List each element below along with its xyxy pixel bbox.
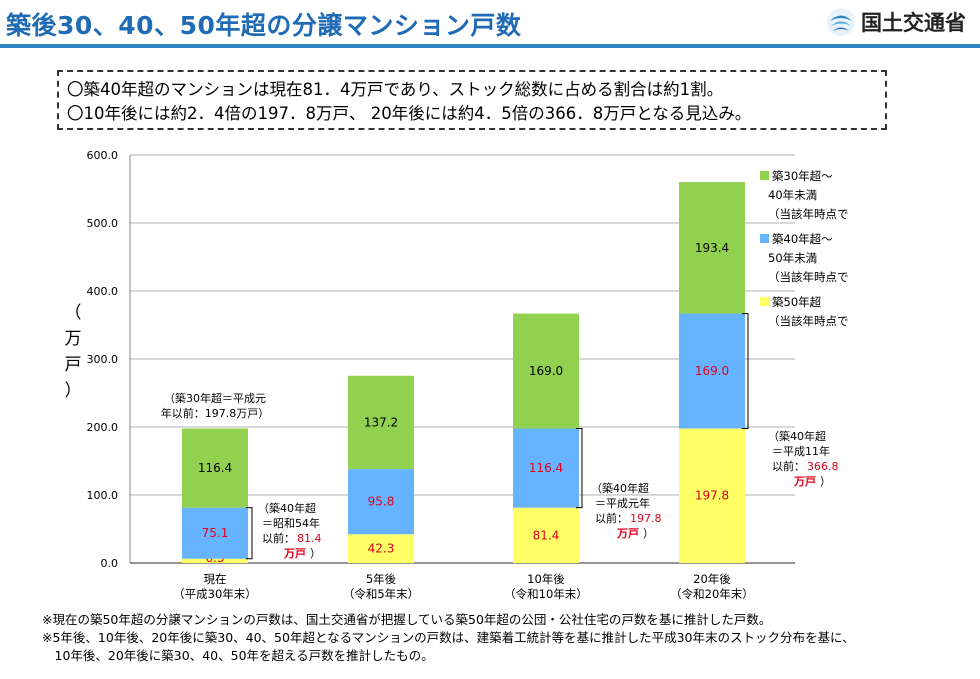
annotation-text: ） xyxy=(310,547,321,560)
bar-segment xyxy=(348,469,414,535)
annotation-text: ＝平成11年 xyxy=(772,444,830,458)
bar-segment xyxy=(513,313,579,429)
x-tick-label: 5年後 xyxy=(366,572,397,586)
y-tick-label: 200.0 xyxy=(87,421,119,434)
x-tick-label: （令和20年末） xyxy=(670,587,754,601)
data-label: 116.4 xyxy=(198,461,232,475)
legend-label: 築30年超～ xyxy=(772,169,833,183)
bar-segment xyxy=(348,534,414,563)
annotation-unit: 万戸 xyxy=(283,547,306,560)
data-label: 193.4 xyxy=(695,241,729,255)
data-label: 169.0 xyxy=(529,364,563,378)
legend-label: （当該年時点で xyxy=(768,270,849,284)
logo: 国土交通省 xyxy=(825,6,966,38)
data-label: 137.2 xyxy=(364,415,398,429)
footnote: ※現在の築50年超の分譲マンションの戸数は、国土交通省が把握している築50年超の… xyxy=(42,612,772,627)
bar-segment xyxy=(513,428,579,508)
x-tick-label: 現在 xyxy=(204,572,227,586)
bar-segment xyxy=(679,313,745,429)
y-axis-label: 万 xyxy=(65,329,82,349)
bar-segment xyxy=(182,558,248,563)
annotation-text: 以前： xyxy=(262,531,295,545)
y-tick-label: 0.0 xyxy=(101,557,119,570)
legend-label: （当該年時点で xyxy=(768,207,849,221)
data-label: 169.0 xyxy=(695,364,729,378)
legend-swatch xyxy=(760,171,769,180)
legend-label: 築50年超 xyxy=(772,295,822,309)
data-label: 42.3 xyxy=(368,542,395,556)
bar-segment xyxy=(348,375,414,470)
data-label: 116.4 xyxy=(529,461,563,475)
y-axis-label: （ xyxy=(65,303,82,323)
y-tick-label: 400.0 xyxy=(87,285,119,298)
annotation-text: ） xyxy=(643,527,654,540)
bar-segment xyxy=(182,507,248,559)
footnote: ※5年後、10年後、20年後に築30、40、50年超となるマンションの戸数は、建… xyxy=(42,630,855,645)
data-label: 95.8 xyxy=(368,495,395,509)
bar-segment xyxy=(513,507,579,563)
annotation-unit: 万戸 xyxy=(793,475,816,488)
annotation-text: 以前： xyxy=(595,511,628,525)
mlit-logo-icon xyxy=(827,8,855,36)
annotation-unit: 万戸 xyxy=(616,527,639,540)
annotation-text: ） xyxy=(820,475,831,488)
footnote: 10年後、20年後に築30、40、50年を超える戸数を推計したもの。 xyxy=(42,648,434,663)
annotation-text: （築40年超 xyxy=(591,481,649,495)
legend-label: （当該年時点で xyxy=(768,314,849,328)
bar-segment xyxy=(182,428,248,508)
x-tick-label: （令和5年末） xyxy=(343,587,419,601)
bar-segment xyxy=(679,428,745,563)
page-title: 築後30、40、50年超の分譲マンション戸数 xyxy=(6,11,522,40)
legend-swatch xyxy=(760,297,769,306)
y-tick-label: 600.0 xyxy=(87,149,119,162)
annotation-text: 年以前：197.8万戸） xyxy=(161,406,270,420)
summary-line: 〇10年後には約2．4倍の197．8万戸、 20年後には約4．5倍の366．8万… xyxy=(67,104,752,123)
legend-label: 50年未満 xyxy=(768,251,817,265)
stacked-bar-chart: 0.0100.0200.0300.0400.0500.0600.0（万戸）6.3… xyxy=(65,149,849,601)
annotation-text: ＝昭和54年 xyxy=(262,516,320,530)
annotation-text: ＝平成元年 xyxy=(595,496,650,510)
summary-box: 〇築40年超のマンションは現在81．4万戸であり、ストック総数に占める割合は約1… xyxy=(57,70,887,130)
data-label: 197.8 xyxy=(695,489,729,503)
summary-line: 〇築40年超のマンションは現在81．4万戸であり、ストック総数に占める割合は約1… xyxy=(67,80,724,99)
annotation-value: 197.8 xyxy=(630,512,662,525)
bar-segment xyxy=(679,182,745,314)
data-label: 75.1 xyxy=(202,526,229,540)
y-tick-label: 500.0 xyxy=(87,217,119,230)
footnotes: ※現在の築50年超の分譲マンションの戸数は、国土交通省が把握している築50年超の… xyxy=(42,611,855,665)
x-tick-label: （平成30年末） xyxy=(173,587,257,601)
annotation-text: （築30年超＝平成元 xyxy=(164,391,266,405)
bracket xyxy=(246,507,253,560)
y-tick-label: 100.0 xyxy=(87,489,119,502)
bracket xyxy=(742,313,749,429)
legend-swatch xyxy=(760,234,769,243)
annotation-text: （築40年超 xyxy=(768,429,826,443)
annotation-text: （築40年超 xyxy=(258,501,316,515)
y-axis-label: 戸 xyxy=(65,355,82,375)
legend-label: 40年未満 xyxy=(768,188,817,202)
bracket xyxy=(576,427,583,509)
annotation-value: 366.8 xyxy=(807,460,839,473)
annotation-value: 81.4 xyxy=(297,532,322,545)
x-tick-label: 20年後 xyxy=(693,572,731,586)
y-tick-label: 300.0 xyxy=(87,353,119,366)
legend-label: 築40年超～ xyxy=(772,232,833,246)
y-axis-label: ） xyxy=(65,381,82,401)
logo-text: 国土交通省 xyxy=(861,11,966,35)
x-tick-label: 10年後 xyxy=(527,572,565,586)
title-underline xyxy=(0,44,980,48)
annotation-text: 以前： xyxy=(772,459,805,473)
data-label: 81.4 xyxy=(533,528,560,542)
x-tick-label: （令和10年末） xyxy=(504,587,588,601)
